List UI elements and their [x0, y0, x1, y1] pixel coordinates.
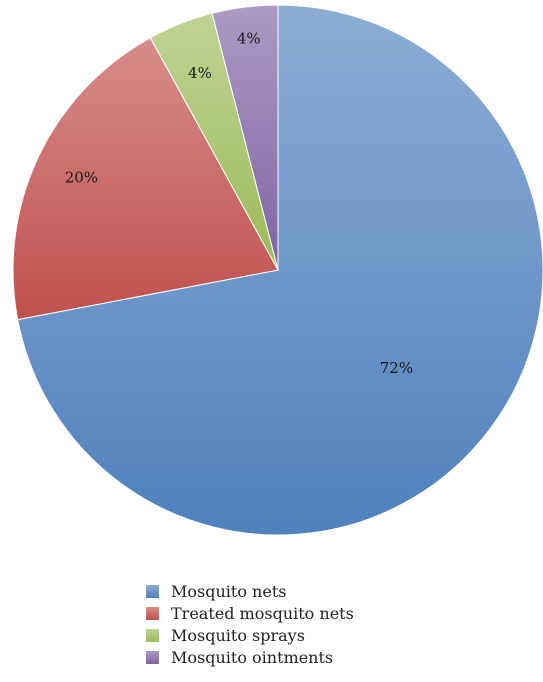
legend-label-mosquito-sprays: Mosquito sprays — [171, 626, 305, 645]
legend-swatch-treated-mosquito-nets — [146, 607, 159, 620]
legend-swatch-mosquito-sprays — [146, 629, 159, 642]
data-label-mosquito-ointments: 4% — [237, 30, 261, 48]
legend-item-mosquito-nets: Mosquito nets — [146, 580, 354, 602]
legend-label-mosquito-ointments: Mosquito ointments — [171, 648, 333, 667]
legend-label-mosquito-nets: Mosquito nets — [171, 582, 286, 601]
data-label-mosquito-sprays: 4% — [188, 64, 212, 82]
pie-chart: 72% 20% 4% 4% — [0, 0, 543, 545]
legend-item-mosquito-ointments: Mosquito ointments — [146, 646, 354, 668]
legend-swatch-mosquito-ointments — [146, 651, 159, 664]
data-label-treated-mosquito-nets: 20% — [65, 168, 98, 186]
legend-swatch-mosquito-nets — [146, 585, 159, 598]
data-label-mosquito-nets: 72% — [380, 359, 413, 377]
legend: Mosquito nets Treated mosquito nets Mosq… — [146, 580, 354, 668]
legend-label-treated-mosquito-nets: Treated mosquito nets — [171, 604, 354, 623]
legend-item-mosquito-sprays: Mosquito sprays — [146, 624, 354, 646]
legend-item-treated-mosquito-nets: Treated mosquito nets — [146, 602, 354, 624]
